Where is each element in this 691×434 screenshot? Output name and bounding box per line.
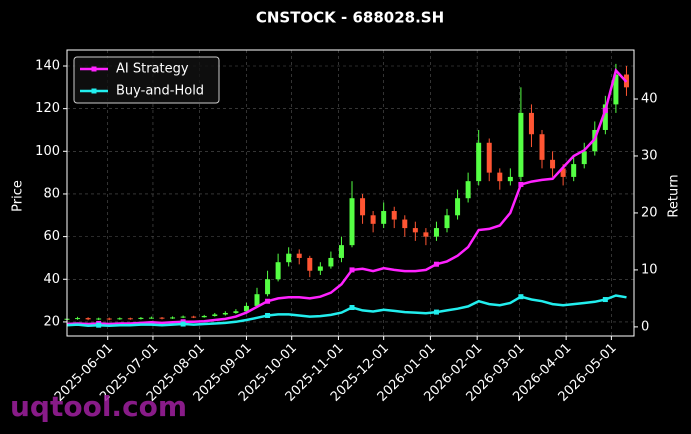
- candle-body: [96, 318, 102, 320]
- candle-body: [433, 228, 439, 237]
- y2-tick-label: 40: [641, 91, 658, 106]
- candle-body: [507, 176, 513, 182]
- y-tick-label: 20: [43, 314, 60, 329]
- candle-body: [296, 253, 302, 258]
- series-marker: [433, 309, 439, 315]
- candle-body: [381, 211, 387, 224]
- series-marker: [96, 322, 102, 328]
- y-tick-label: 120: [35, 101, 60, 116]
- candle-body: [560, 168, 566, 177]
- y-tick-label: 40: [43, 272, 60, 287]
- series-marker: [349, 305, 355, 311]
- candle-body: [265, 279, 271, 295]
- candle-body: [127, 318, 133, 320]
- candle-body: [518, 112, 524, 177]
- candle-body: [85, 318, 91, 320]
- candle-body: [275, 262, 281, 280]
- y-tick-label: 140: [35, 58, 60, 73]
- series-marker: [433, 261, 439, 267]
- y2-tick-label: 10: [641, 262, 658, 277]
- candle-body: [539, 134, 545, 160]
- candle-body: [180, 316, 186, 318]
- series-marker: [265, 298, 271, 304]
- series-marker: [180, 321, 186, 327]
- candle-body: [191, 316, 197, 318]
- candle-body: [317, 266, 323, 271]
- candle-body: [75, 318, 81, 320]
- candle-body: [233, 311, 239, 313]
- candle-body: [571, 164, 577, 177]
- y2-tick-label: 30: [641, 148, 658, 163]
- chart-title: CNSTOCK - 688028.SH: [256, 9, 444, 27]
- legend-label: Buy-and-Hold: [116, 84, 204, 99]
- candle-body: [328, 257, 334, 267]
- candle-body: [476, 142, 482, 182]
- series-marker: [349, 267, 355, 273]
- candle-body: [391, 211, 397, 220]
- candle-body: [159, 317, 165, 319]
- candle-body: [402, 219, 408, 229]
- candle-body: [243, 305, 249, 312]
- candle-body: [602, 104, 608, 130]
- candle-body: [254, 294, 260, 306]
- candle-body: [412, 228, 418, 233]
- candle-body: [307, 257, 313, 271]
- candle-body: [117, 318, 123, 320]
- candle-body: [106, 318, 112, 320]
- y-tick-label: 100: [35, 144, 60, 159]
- y-tick-label: 60: [43, 229, 60, 244]
- candle-body: [497, 172, 503, 182]
- candle-body: [465, 181, 471, 199]
- legend-marker: [91, 66, 97, 72]
- legend-marker: [91, 88, 97, 94]
- candle-body: [613, 74, 619, 105]
- legend-box: [73, 56, 220, 104]
- candle-body: [360, 198, 366, 216]
- series-marker: [265, 312, 271, 318]
- candle-body: [528, 112, 534, 135]
- candle-body: [222, 312, 228, 315]
- candle-body: [581, 151, 587, 165]
- candle-body: [550, 159, 556, 169]
- candle-body: [201, 315, 207, 318]
- candle-body: [444, 215, 450, 229]
- candle-body: [455, 198, 461, 216]
- plot-frame: [66, 49, 635, 337]
- y-tick-label: 80: [43, 186, 60, 201]
- watermark: uqtool.com: [10, 390, 187, 423]
- legend-label: AI Strategy: [116, 62, 189, 77]
- candle-body: [148, 317, 154, 319]
- series-marker: [518, 181, 524, 187]
- candle-body: [423, 232, 429, 237]
- candle-body: [338, 245, 344, 258]
- series-marker: [602, 107, 608, 113]
- y2-axis-label: Return: [667, 174, 682, 217]
- y2-tick-label: 0: [641, 319, 649, 334]
- y2-tick-label: 20: [641, 205, 658, 220]
- series-line: [66, 67, 628, 326]
- candle-body: [170, 317, 176, 319]
- candle-body: [370, 215, 376, 224]
- candle-body: [138, 317, 144, 319]
- candle-body: [212, 314, 218, 316]
- series-marker: [602, 297, 608, 303]
- series-marker: [518, 294, 524, 300]
- series-line: [66, 294, 627, 327]
- candle-body: [286, 253, 292, 263]
- y-axis-label: Price: [11, 180, 26, 212]
- candle-body: [486, 142, 492, 173]
- candle-body: [349, 198, 355, 246]
